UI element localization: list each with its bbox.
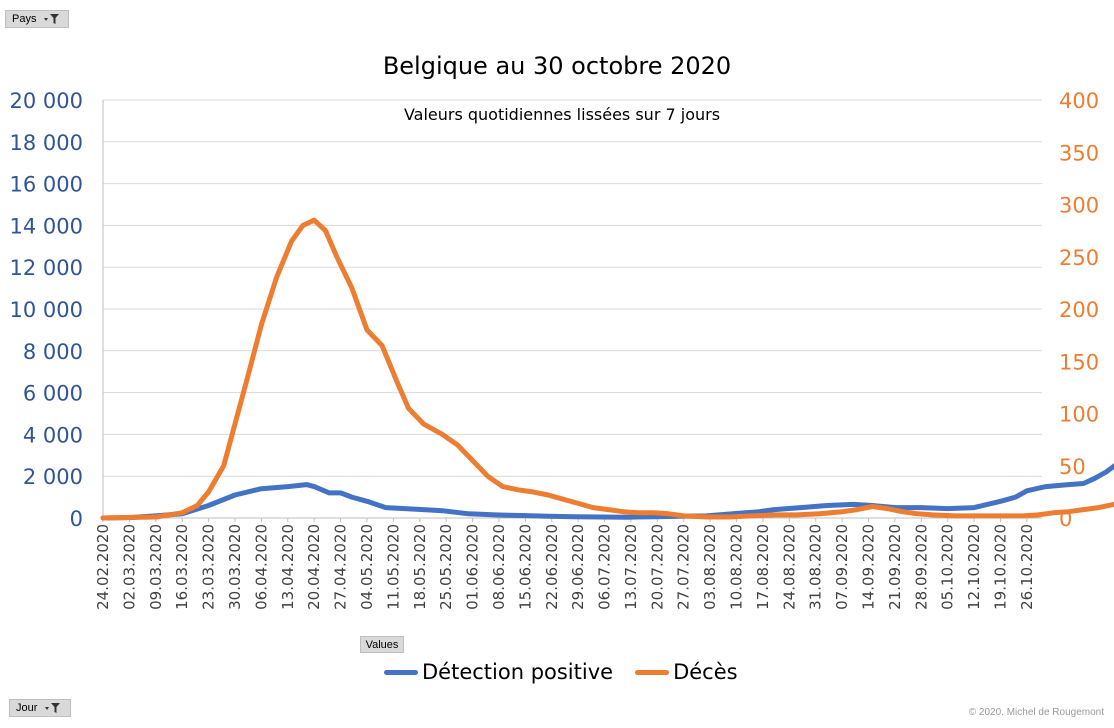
x-tick-label: 19.10.2020 <box>992 524 1010 610</box>
y-right-tick-label: 250 <box>1059 246 1099 270</box>
jour-filter-label: Jour <box>16 702 38 714</box>
x-tick-label: 16.03.2020 <box>173 524 191 610</box>
pays-filter-label: Pays <box>12 13 37 25</box>
y-left-tick-label: 6 000 <box>23 382 83 406</box>
x-tick-label: 02.03.2020 <box>120 524 138 610</box>
x-tick-label: 20.07.2020 <box>648 524 666 610</box>
y-right-tick-label: 100 <box>1059 403 1099 427</box>
x-tick-label: 27.07.2020 <box>675 524 693 610</box>
x-tick-label: 23.03.2020 <box>200 524 218 610</box>
x-tick-label: 06.07.2020 <box>596 524 614 610</box>
y-right-tick-label: 50 <box>1059 455 1086 479</box>
x-tick-label: 01.06.2020 <box>464 524 482 610</box>
y-right-tick-label: 150 <box>1059 350 1099 374</box>
y-left-tick-label: 2 000 <box>23 465 83 489</box>
x-tick-label: 31.08.2020 <box>807 524 825 610</box>
x-tick-label: 27.04.2020 <box>332 524 350 610</box>
y-left-tick-label: 10 000 <box>10 298 83 322</box>
x-tick-label: 22.06.2020 <box>543 524 561 610</box>
legend-swatch-detection <box>384 669 418 675</box>
filter-icon <box>45 703 61 713</box>
y-left-tick-label: 12 000 <box>10 256 83 280</box>
y-left-tick-label: 20 000 <box>10 89 83 113</box>
y-left-tick-label: 14 000 <box>10 214 83 238</box>
y-right-tick-label: 300 <box>1059 194 1099 218</box>
y-left-tick-label: 16 000 <box>10 173 83 197</box>
x-tick-label: 26.10.2020 <box>1018 524 1036 610</box>
x-tick-label: 07.09.2020 <box>833 524 851 610</box>
x-tick-label: 13.07.2020 <box>622 524 640 610</box>
chart-legend: Détection positive Décès <box>384 660 760 684</box>
x-tick-label: 03.08.2020 <box>701 524 719 610</box>
chart-subtitle: Valeurs quotidiennes lissées sur 7 jours <box>403 105 721 124</box>
x-tick-label: 10.08.2020 <box>728 524 746 610</box>
x-tick-label: 12.10.2020 <box>965 524 983 610</box>
y-right-tick-label: 350 <box>1059 141 1099 165</box>
x-tick-label: 24.02.2020 <box>94 524 112 610</box>
filter-icon <box>44 14 60 24</box>
legend-label-deces: Décès <box>673 660 738 684</box>
x-tick-label: 29.06.2020 <box>569 524 587 610</box>
x-tick-label: 28.09.2020 <box>912 524 930 610</box>
chart-title: Belgique au 30 octobre 2020 <box>382 52 732 80</box>
y-left-tick-label: 8 000 <box>23 340 83 364</box>
x-tick-label: 06.04.2020 <box>252 524 270 610</box>
x-tick-label: 14.09.2020 <box>860 524 878 610</box>
y-left-tick-label: 18 000 <box>10 131 83 155</box>
y-right-tick-label: 200 <box>1059 298 1099 322</box>
x-tick-label: 18.05.2020 <box>411 524 429 610</box>
legend-item-deces: Décès <box>635 660 738 684</box>
pays-filter-button[interactable]: Pays <box>5 10 69 28</box>
x-tick-label: 20.04.2020 <box>305 524 323 610</box>
legend-swatch-deces <box>635 669 670 675</box>
y-left-tick-label: 0 <box>70 507 83 531</box>
x-tick-label: 30.03.2020 <box>226 524 244 610</box>
credit-text: © 2020. Michel de Rougemont <box>968 707 1104 718</box>
x-tick-label: 15.06.2020 <box>516 524 534 610</box>
legend-item-detection: Détection positive <box>384 660 613 684</box>
y-right-tick-label: 400 <box>1059 89 1099 113</box>
x-tick-label: 05.10.2020 <box>939 524 957 610</box>
x-tick-label: 08.06.2020 <box>490 524 508 610</box>
series-line-detection <box>100 463 1114 521</box>
x-tick-label: 24.08.2020 <box>780 524 798 610</box>
x-tick-label: 21.09.2020 <box>886 524 904 610</box>
x-tick-label: 04.05.2020 <box>358 524 376 610</box>
x-tick-label: 25.05.2020 <box>437 524 455 610</box>
x-tick-label: 11.05.2020 <box>384 524 402 610</box>
x-tick-label: 13.04.2020 <box>279 524 297 610</box>
x-tick-label: 09.03.2020 <box>147 524 165 610</box>
series-line-deces <box>100 217 1114 521</box>
x-tick-label: 17.08.2020 <box>754 524 772 610</box>
y-left-tick-label: 4 000 <box>23 423 83 447</box>
jour-filter-button[interactable]: Jour <box>9 699 71 717</box>
legend-label-detection: Détection positive <box>422 660 614 684</box>
values-field-button[interactable]: Values <box>360 636 404 653</box>
